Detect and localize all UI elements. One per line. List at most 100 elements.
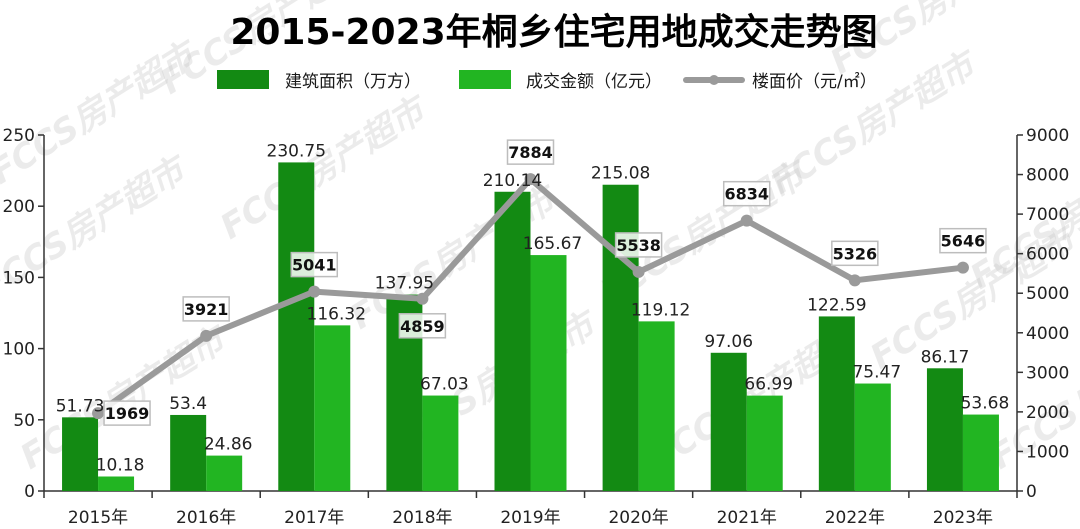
price-point [956,261,969,274]
legend-label-price: 楼面价（元/㎡） [752,72,877,92]
x-tick-label: 2017年 [284,508,344,528]
watermark-text: FCCS房产超市 [764,43,987,203]
x-tick-label: 2018年 [392,508,452,528]
y-right-tick-label: 2000 [1026,403,1069,423]
data-label-amount: 119.12 [631,300,690,320]
chart-title: 2015-2023年桐乡住宅用地成交走势图 [230,11,877,53]
data-label-amount: 116.32 [307,304,366,324]
legend: 建筑面积（万方） 成交金额（亿元） 楼面价（元/㎡） [217,70,877,92]
y-right-tick-label: 3000 [1026,363,1069,383]
legend-label-amount: 成交金额（亿元） [526,72,662,92]
x-tick-label: 2016年 [176,508,236,528]
watermark-text: FCCS房产超市 [214,88,437,248]
price-point [200,329,213,342]
data-label-amount: 67.03 [420,375,469,395]
data-labels: 51.73 10.18 53.4 24.86 230.75 116.32 137.95 67.… [56,139,1010,476]
y-right-tick-label: 8000 [1026,166,1069,186]
price-label-box [182,296,230,322]
x-tick-label: 2021年 [717,508,777,528]
data-label-price: 4859 [400,317,445,336]
data-label-area: 53.4 [169,394,207,414]
y-right-tick-label: 9000 [1026,126,1069,146]
legend-swatch-amount [459,70,511,89]
bar-area [818,316,855,491]
price-label-box [290,251,339,278]
price-label-box [614,232,663,258]
price-point [632,265,645,278]
legend-label-area: 建筑面积（万方） [285,72,421,92]
data-label-price: 5646 [941,232,986,251]
bar-amount [314,325,351,491]
price-point [848,274,861,287]
price-label-box [103,400,151,426]
bar-amount [98,476,135,491]
price-point [740,214,753,227]
bar-amount [206,455,243,491]
y-left-tick-label: 100 [3,340,35,360]
data-label-area: 215.08 [591,164,650,184]
price-label-box [939,227,987,254]
price-point [524,173,537,186]
y-right-tick-label: 7000 [1026,205,1069,225]
x-tick-label: 2019年 [500,508,560,528]
price-point [308,285,321,298]
bar-area [494,191,531,492]
bar-area [62,417,99,491]
data-label-amount: 75.47 [852,363,901,383]
x-tick-label: 2023年 [933,508,993,528]
data-label-area: 210.14 [483,171,542,191]
data-label-amount: 165.67 [523,234,582,254]
bar-amount [854,383,891,491]
data-label-area: 97.06 [704,332,753,352]
data-label-price: 5041 [292,256,337,275]
bar-amount [746,395,783,491]
bar-area [602,184,639,491]
data-label-amount: 24.86 [204,435,253,455]
legend-marker-price [709,75,719,85]
bar-amount [962,414,999,491]
bar-area [710,352,747,491]
price-line-layer [92,173,969,420]
bar-area [170,414,207,491]
x-tick-label: 2015年 [68,508,128,528]
price-point [416,292,429,305]
y-left-tick-label: 0 [24,482,35,502]
data-label-area: 51.73 [56,396,105,416]
y-left-tick-label: 200 [3,197,35,217]
data-label-area: 137.95 [375,274,434,294]
price-label-box [398,313,447,339]
price-label-box [831,240,879,267]
price-point [92,407,105,420]
y-right-tick-label: 5000 [1026,284,1069,304]
y-left-tick-label: 150 [3,268,35,288]
data-label-area: 122.59 [807,295,866,315]
y-right-tick-label: 4000 [1026,324,1069,344]
bar-amount [638,321,675,491]
data-label-area: 86.17 [921,347,970,367]
x-tick-label: 2020年 [608,508,668,528]
x-tick-label: 2022年 [825,508,885,528]
data-label-price: 3921 [184,300,229,319]
legend-swatch-area [217,70,269,89]
data-label-price: 5326 [833,244,878,263]
bar-area [278,162,315,492]
y-left-tick-label: 50 [13,411,35,431]
data-label-area: 230.75 [267,141,326,161]
data-label-price: 5538 [616,236,661,255]
y-right-tick-label: 0 [1026,482,1037,502]
data-label-price: 6834 [724,185,769,204]
y-left-tick-label: 250 [3,126,35,146]
y-right-tick-label: 1000 [1026,442,1069,462]
data-label-amount: 66.99 [744,375,793,395]
data-label-price: 1969 [105,404,150,423]
y-right-tick-label: 6000 [1026,245,1069,265]
data-label-price: 7884 [508,143,553,162]
bar-amount [422,395,459,491]
bar-amount [530,255,567,491]
data-label-amount: 53.68 [961,394,1010,414]
price-label-box [506,139,555,165]
data-label-amount: 10.18 [96,456,145,476]
price-label-box [722,180,771,207]
bar-area [926,368,963,491]
